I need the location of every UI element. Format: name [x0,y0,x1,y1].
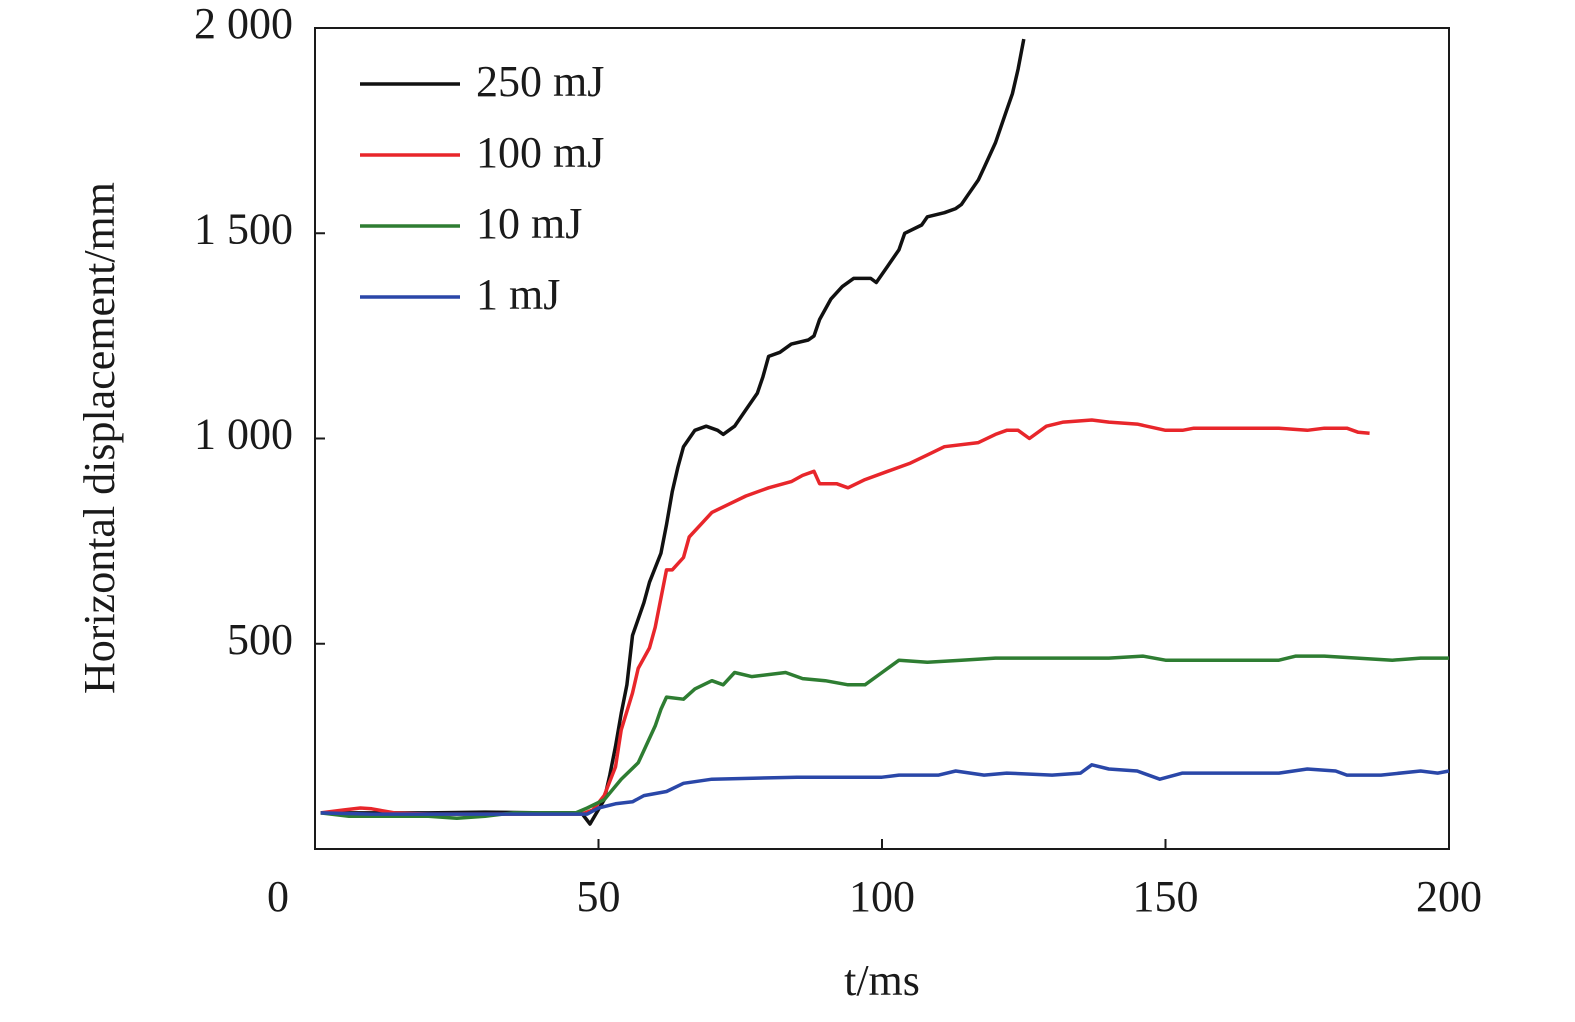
y-tick-label: 500 [227,615,293,664]
x-axis-label: t/ms [844,956,920,1005]
data-line [320,763,1450,816]
data-line [320,418,1370,816]
y-tick-label: 1 500 [194,204,293,253]
legend-label: 1 mJ [476,270,560,319]
legend-label: 10 mJ [476,199,582,248]
data-line [320,38,1026,826]
legend-label: 250 mJ [476,57,604,106]
y-tick-label: 2 000 [194,0,293,48]
x-tick-label: 200 [1416,872,1482,921]
y-tick-label: 1 000 [194,410,293,459]
x-tick-label: 150 [1133,872,1199,921]
y-axis-label: Horizontal displacement/mm [75,182,124,694]
legend-label: 100 mJ [476,128,604,177]
x-tick-label: 100 [849,872,915,921]
x-tick-label: 50 [577,872,621,921]
data-line [320,654,1449,820]
x-tick-label: 0 [267,872,289,921]
